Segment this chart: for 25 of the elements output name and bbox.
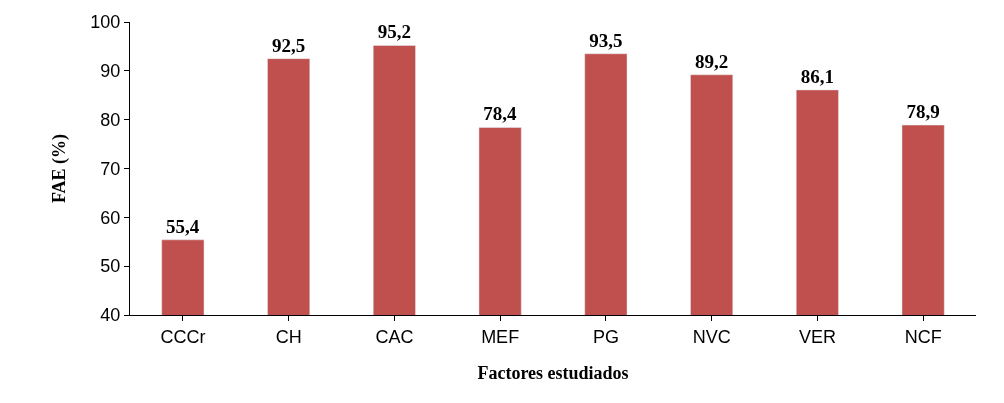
- x-tick-label: CAC: [375, 326, 414, 347]
- y-tick-label: 70: [100, 158, 121, 179]
- x-tick-label: NVC: [692, 326, 731, 347]
- y-tick-label: 40: [100, 305, 121, 326]
- data-label: 93,5: [589, 29, 623, 51]
- data-label: 95,2: [377, 21, 411, 43]
- y-tick-label: 90: [100, 61, 121, 82]
- data-label: 78,4: [483, 103, 518, 125]
- data-label: 89,2: [695, 50, 729, 72]
- x-tick-label: MEF: [481, 326, 520, 347]
- data-label: 92,5: [272, 34, 306, 56]
- y-tick-label: 100: [90, 12, 121, 33]
- x-tick-label: CH: [275, 326, 302, 347]
- data-label: 86,1: [800, 65, 835, 87]
- data-label: 55,4: [166, 215, 200, 237]
- x-tick-label: PG: [592, 326, 619, 347]
- x-tick-label: VER: [798, 326, 836, 347]
- data-label: 78,9: [906, 101, 940, 123]
- x-tick-label: CCCr: [160, 326, 206, 347]
- x-tick-label: NCF: [904, 326, 942, 347]
- y-tick-label: 60: [100, 207, 121, 228]
- y-axis-title: FAE (%): [48, 133, 70, 204]
- y-tick-label: 50: [100, 256, 121, 277]
- x-axis-title: Factores estudiados: [477, 362, 629, 383]
- y-tick-label: 80: [100, 109, 121, 130]
